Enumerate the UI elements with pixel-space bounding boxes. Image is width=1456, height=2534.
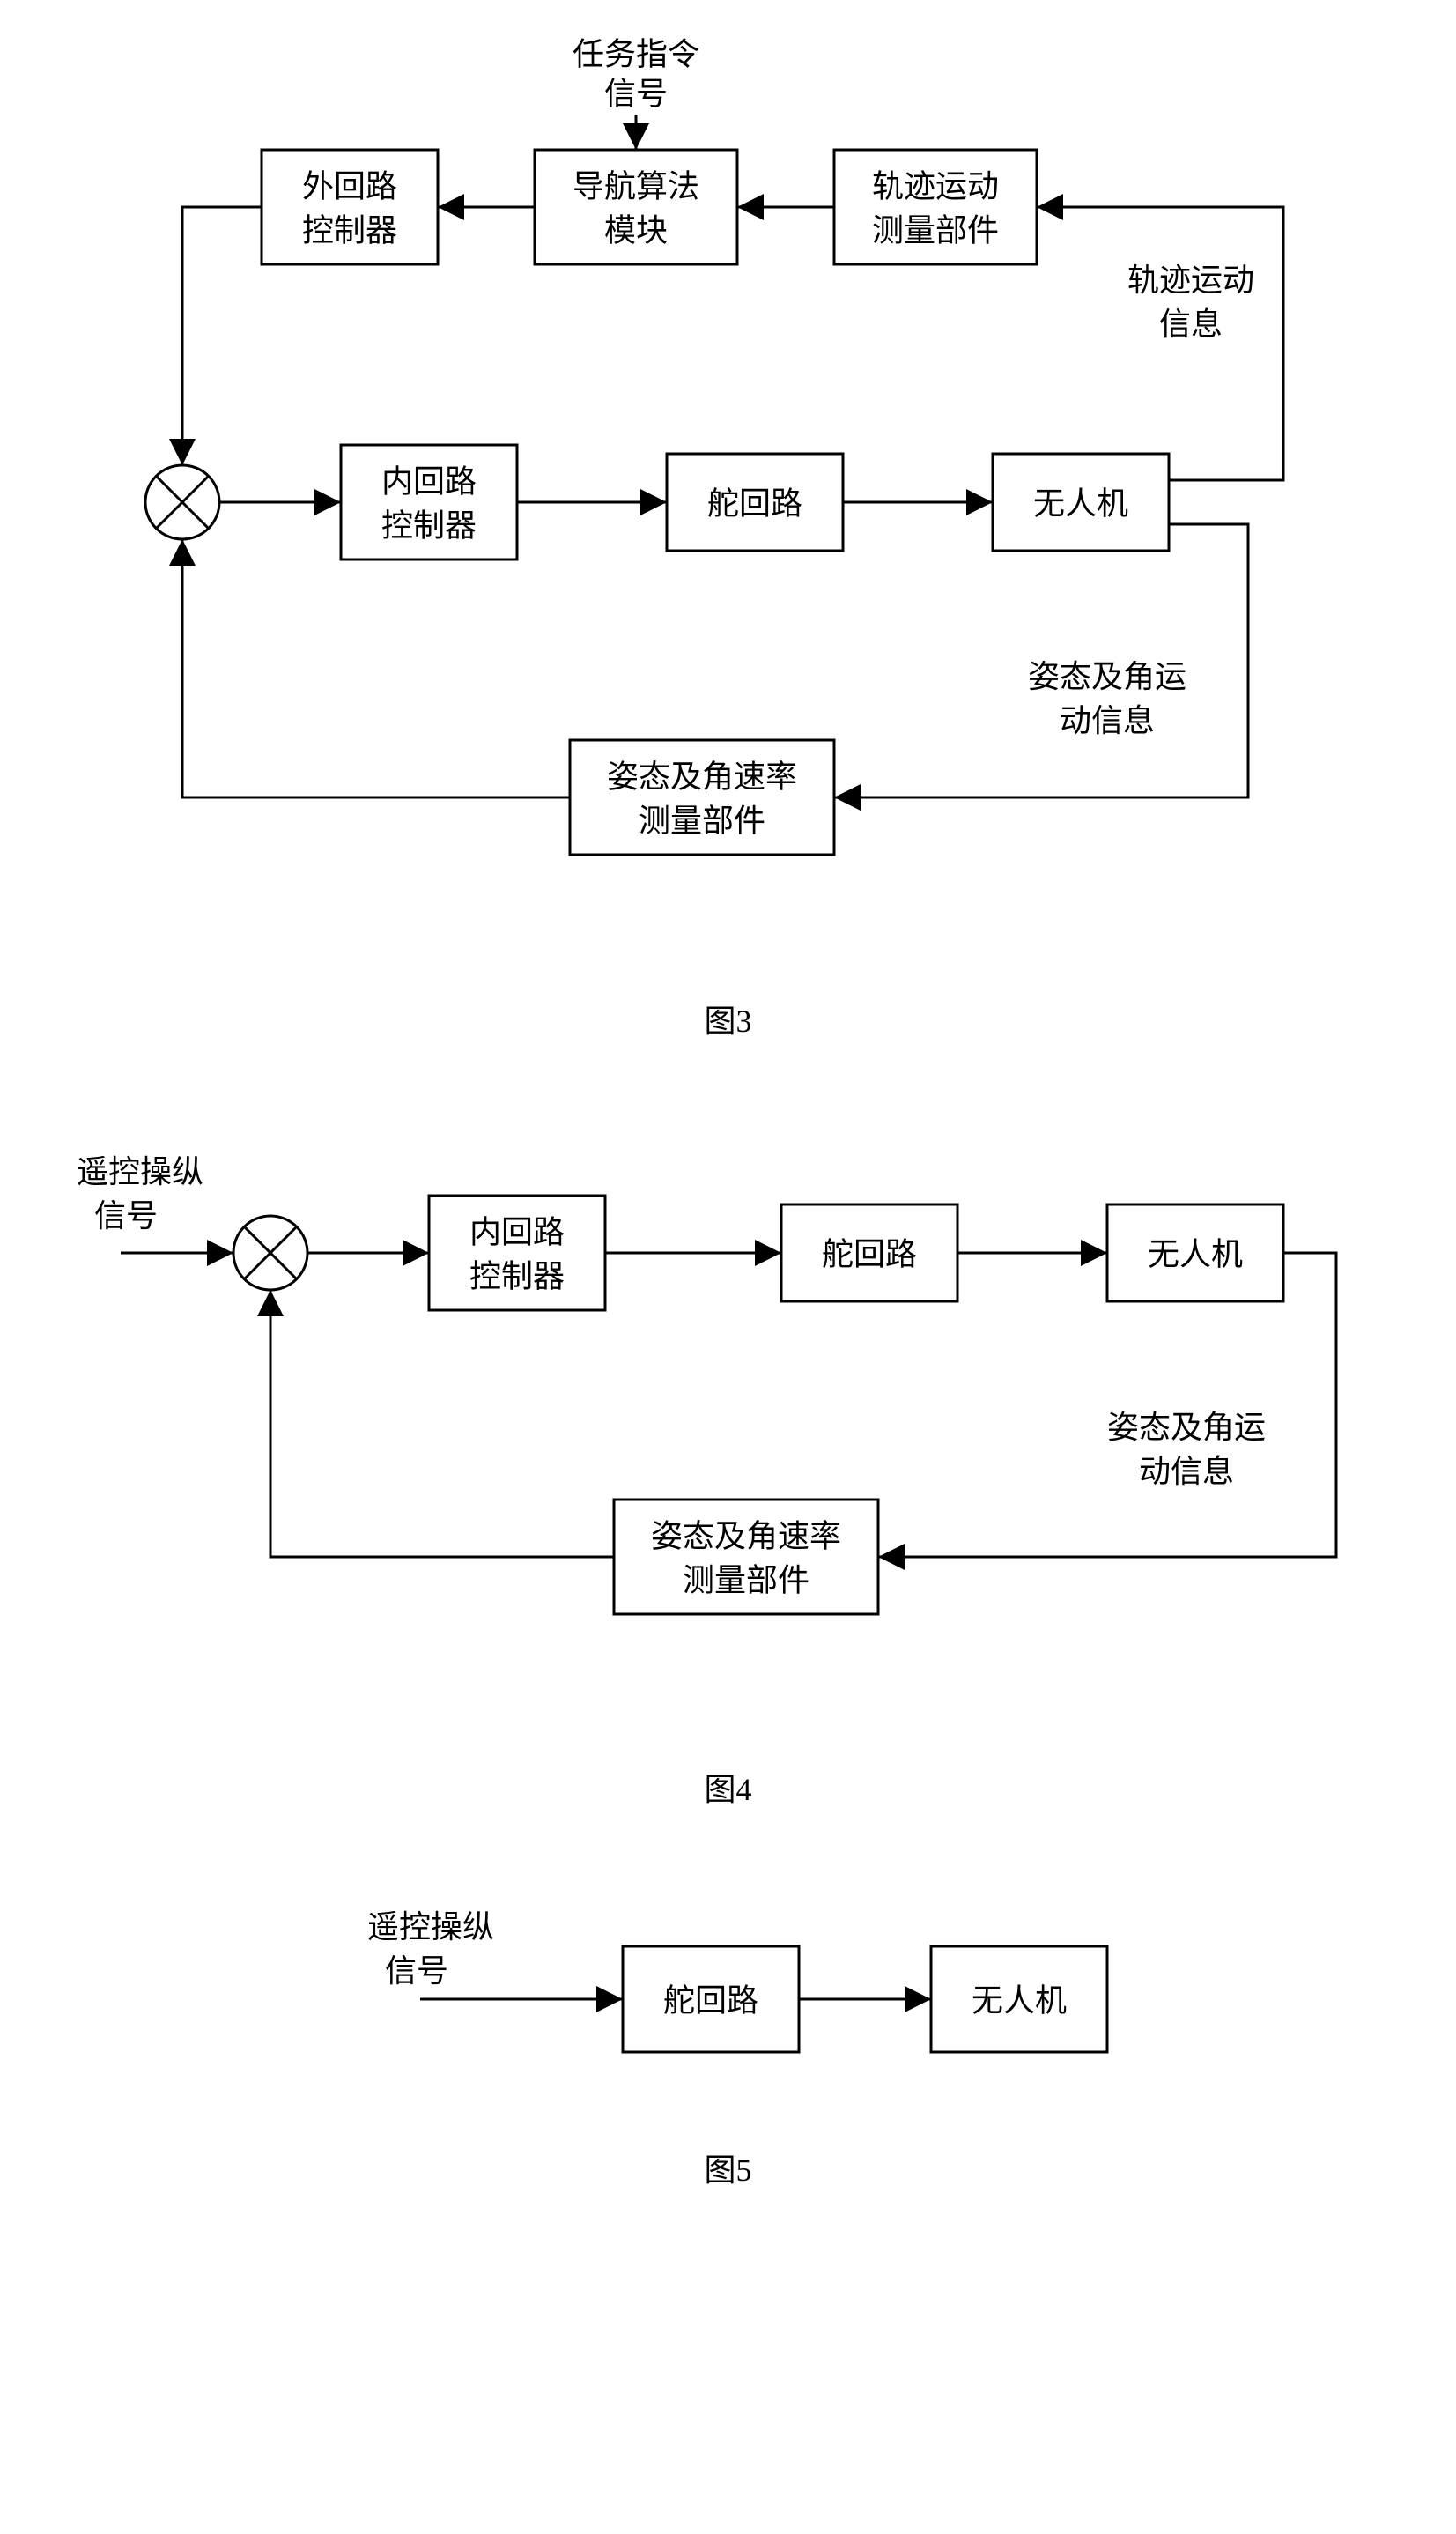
fig3-inner-l2: 控制器 xyxy=(381,508,476,543)
fig5-rudder-l1: 舵回路 xyxy=(662,1982,758,2018)
fig3-outer-l1: 外回路 xyxy=(301,168,396,204)
fig5-uav-l1: 无人机 xyxy=(971,1982,1066,2018)
fig4-input-l1: 遥控操纵 xyxy=(77,1154,203,1189)
fig5-svg: 遥控操纵 信号 舵回路 无人机 xyxy=(244,1880,1213,2109)
fig4-inner-l2: 控制器 xyxy=(469,1258,564,1293)
fig3-track-l2: 测量部件 xyxy=(871,212,998,248)
fig4-inner-l1: 内回路 xyxy=(469,1214,564,1249)
fig3-attinfo-l1: 姿态及角运 xyxy=(1027,659,1186,694)
fig4-att-l1: 姿态及角速率 xyxy=(650,1518,840,1553)
fig4-input-l2: 信号 xyxy=(94,1198,158,1234)
fig4-attinfo-l2: 动信息 xyxy=(1138,1454,1233,1489)
fig3-att-l1: 姿态及角速率 xyxy=(606,759,796,794)
fig4-caption: 图4 xyxy=(35,1764,1421,1810)
fig5-input-l1: 遥控操纵 xyxy=(367,1909,494,1945)
fig3-att-to-sum xyxy=(182,539,570,797)
figure-5: 遥控操纵 信号 舵回路 无人机 图5 xyxy=(35,1880,1421,2190)
fig5-caption: 图5 xyxy=(35,2145,1421,2190)
fig4-attinfo-l1: 姿态及角运 xyxy=(1106,1410,1265,1445)
fig4-uav-l1: 无人机 xyxy=(1147,1236,1242,1271)
figure-4: 遥控操纵 信号 内回路 控制器 舵回路 无人机 姿态及角速率 测量部件 姿态及角… xyxy=(35,1112,1421,1810)
fig3-outer-l2: 控制器 xyxy=(301,212,396,248)
fig4-att-to-sum xyxy=(270,1290,614,1557)
fig4-rudder-l1: 舵回路 xyxy=(821,1236,916,1271)
fig3-rudder-l1: 舵回路 xyxy=(706,485,802,521)
fig5-input-l2: 信号 xyxy=(385,1953,448,1989)
fig3-input-l2: 信号 xyxy=(603,76,667,111)
figure-3: 外回路 控制器 导航算法 模块 轨迹运动 测量部件 任务指令 信号 内回路 控制… xyxy=(35,35,1421,1041)
fig3-nav-l2: 模块 xyxy=(603,212,667,248)
fig3-trackinfo-l1: 轨迹运动 xyxy=(1127,263,1253,298)
fig3-svg: 外回路 控制器 导航算法 模块 轨迹运动 测量部件 任务指令 信号 内回路 控制… xyxy=(68,35,1389,960)
fig3-outer-to-sum xyxy=(182,207,262,465)
fig3-track-l1: 轨迹运动 xyxy=(871,168,998,204)
fig3-inner-l1: 内回路 xyxy=(381,463,476,499)
fig4-svg: 遥控操纵 信号 内回路 控制器 舵回路 无人机 姿态及角速率 测量部件 姿态及角… xyxy=(68,1112,1389,1729)
fig3-input-l1: 任务指令 xyxy=(572,36,698,71)
fig3-nav-l1: 导航算法 xyxy=(572,168,698,204)
fig4-att-l2: 测量部件 xyxy=(682,1562,809,1597)
fig3-uav-to-track xyxy=(1037,207,1283,480)
fig3-uav-l1: 无人机 xyxy=(1032,485,1127,521)
fig3-trackinfo-l2: 信息 xyxy=(1158,307,1222,342)
fig3-att-l2: 测量部件 xyxy=(638,803,765,838)
fig3-caption: 图3 xyxy=(35,996,1421,1041)
fig3-attinfo-l2: 动信息 xyxy=(1059,703,1154,738)
